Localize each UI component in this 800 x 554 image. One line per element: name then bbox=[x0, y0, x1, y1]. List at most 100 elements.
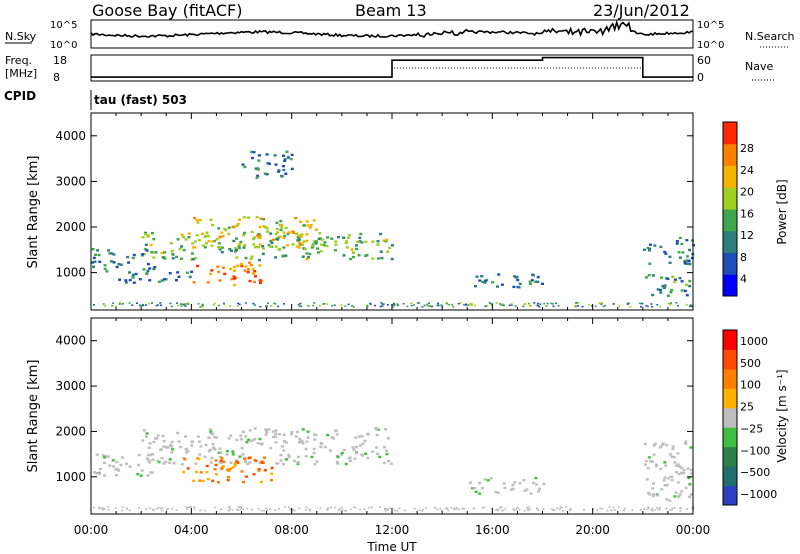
data-cell bbox=[95, 453, 99, 456]
data-cell bbox=[150, 232, 154, 235]
data-cell bbox=[385, 449, 389, 452]
data-cell bbox=[685, 239, 689, 242]
data-cell bbox=[665, 498, 669, 501]
x-tick-label: 12:00 bbox=[375, 523, 410, 537]
data-cell bbox=[488, 302, 491, 304]
data-cell bbox=[313, 438, 317, 441]
data-cell bbox=[274, 245, 278, 248]
data-cell bbox=[344, 305, 347, 308]
data-cell bbox=[175, 509, 178, 511]
data-cell bbox=[330, 436, 334, 439]
data-cell bbox=[258, 437, 262, 441]
data-cell bbox=[253, 427, 257, 430]
data-cell bbox=[511, 484, 515, 487]
data-cell bbox=[430, 305, 433, 308]
colorbar-swatch bbox=[723, 466, 737, 487]
data-cell bbox=[242, 246, 246, 249]
data-cell bbox=[673, 278, 677, 281]
data-cell bbox=[265, 507, 268, 510]
data-cell bbox=[284, 441, 288, 444]
data-cell bbox=[227, 509, 230, 512]
cpid-value: tau (fast) 503 bbox=[94, 93, 187, 107]
data-cell bbox=[215, 436, 219, 439]
data-cell bbox=[118, 303, 121, 305]
data-cell bbox=[312, 447, 316, 451]
velocity-data-cells bbox=[92, 426, 695, 512]
data-cell bbox=[500, 304, 503, 307]
data-cell bbox=[651, 305, 654, 308]
data-cell bbox=[260, 461, 264, 464]
data-cell bbox=[282, 449, 286, 452]
data-cell bbox=[596, 508, 599, 511]
data-cell bbox=[102, 461, 106, 464]
data-cell bbox=[672, 456, 676, 459]
cpid-row: CPID tau (fast) 503 bbox=[4, 89, 187, 110]
data-cell bbox=[628, 302, 630, 305]
data-cell bbox=[242, 508, 245, 511]
data-cell bbox=[680, 289, 684, 292]
data-cell bbox=[141, 253, 145, 256]
data-cell bbox=[539, 303, 542, 305]
data-cell bbox=[496, 302, 499, 304]
data-cell bbox=[455, 508, 458, 510]
data-cell bbox=[257, 159, 261, 162]
data-cell bbox=[96, 249, 100, 252]
data-cell bbox=[655, 463, 658, 466]
data-cell bbox=[613, 509, 616, 511]
data-cell bbox=[132, 281, 136, 284]
data-cell bbox=[326, 433, 330, 437]
data-cell bbox=[182, 470, 186, 474]
data-cell bbox=[289, 157, 293, 161]
nave-label: Nave bbox=[745, 60, 773, 73]
data-cell bbox=[255, 176, 259, 179]
colorbar-tick-label: −100 bbox=[740, 444, 770, 457]
data-cell bbox=[537, 302, 540, 305]
y-tick-label: 3000 bbox=[55, 379, 86, 393]
data-cell bbox=[410, 304, 413, 307]
data-cell bbox=[106, 455, 110, 458]
data-cell bbox=[677, 251, 681, 254]
data-cell bbox=[111, 305, 114, 307]
data-cell bbox=[292, 231, 295, 234]
data-cell bbox=[183, 304, 186, 306]
data-cell bbox=[243, 269, 247, 272]
data-cell bbox=[146, 235, 150, 238]
data-cell bbox=[228, 248, 232, 251]
data-cell bbox=[379, 250, 383, 253]
data-cell bbox=[140, 469, 144, 472]
data-cell bbox=[368, 506, 371, 509]
data-cell bbox=[217, 451, 221, 454]
data-cell bbox=[157, 506, 160, 509]
data-cell bbox=[514, 509, 517, 511]
data-cell bbox=[382, 303, 385, 305]
data-cell bbox=[478, 481, 482, 485]
data-cell bbox=[569, 509, 572, 511]
data-cell bbox=[219, 451, 223, 454]
y-tick-label: 4000 bbox=[55, 129, 86, 143]
data-cell bbox=[680, 280, 684, 283]
data-cell bbox=[626, 303, 629, 305]
data-cell bbox=[320, 238, 324, 241]
data-cell bbox=[295, 245, 299, 248]
data-cell bbox=[191, 258, 195, 261]
data-cell bbox=[393, 509, 396, 512]
data-cell bbox=[647, 506, 650, 509]
data-cell bbox=[668, 499, 672, 502]
data-cell bbox=[514, 305, 517, 307]
data-cell bbox=[150, 251, 154, 254]
velocity-colorbar: 1000 500 100 25 −25 −100 −500 −1000 Velocity [m… bbox=[722, 329, 789, 506]
data-cell bbox=[211, 479, 215, 482]
data-cell bbox=[319, 507, 322, 509]
data-cell bbox=[146, 262, 150, 266]
data-cell bbox=[669, 302, 672, 304]
data-cell bbox=[290, 431, 294, 434]
colorbar-swatch bbox=[723, 368, 737, 389]
colorbar-swatch bbox=[723, 209, 737, 232]
data-cell bbox=[606, 509, 609, 512]
data-cell bbox=[629, 306, 632, 308]
data-cell bbox=[230, 277, 234, 281]
data-cell bbox=[128, 271, 131, 274]
data-cell bbox=[242, 480, 245, 484]
data-cell bbox=[437, 302, 439, 305]
data-cell bbox=[355, 247, 359, 251]
